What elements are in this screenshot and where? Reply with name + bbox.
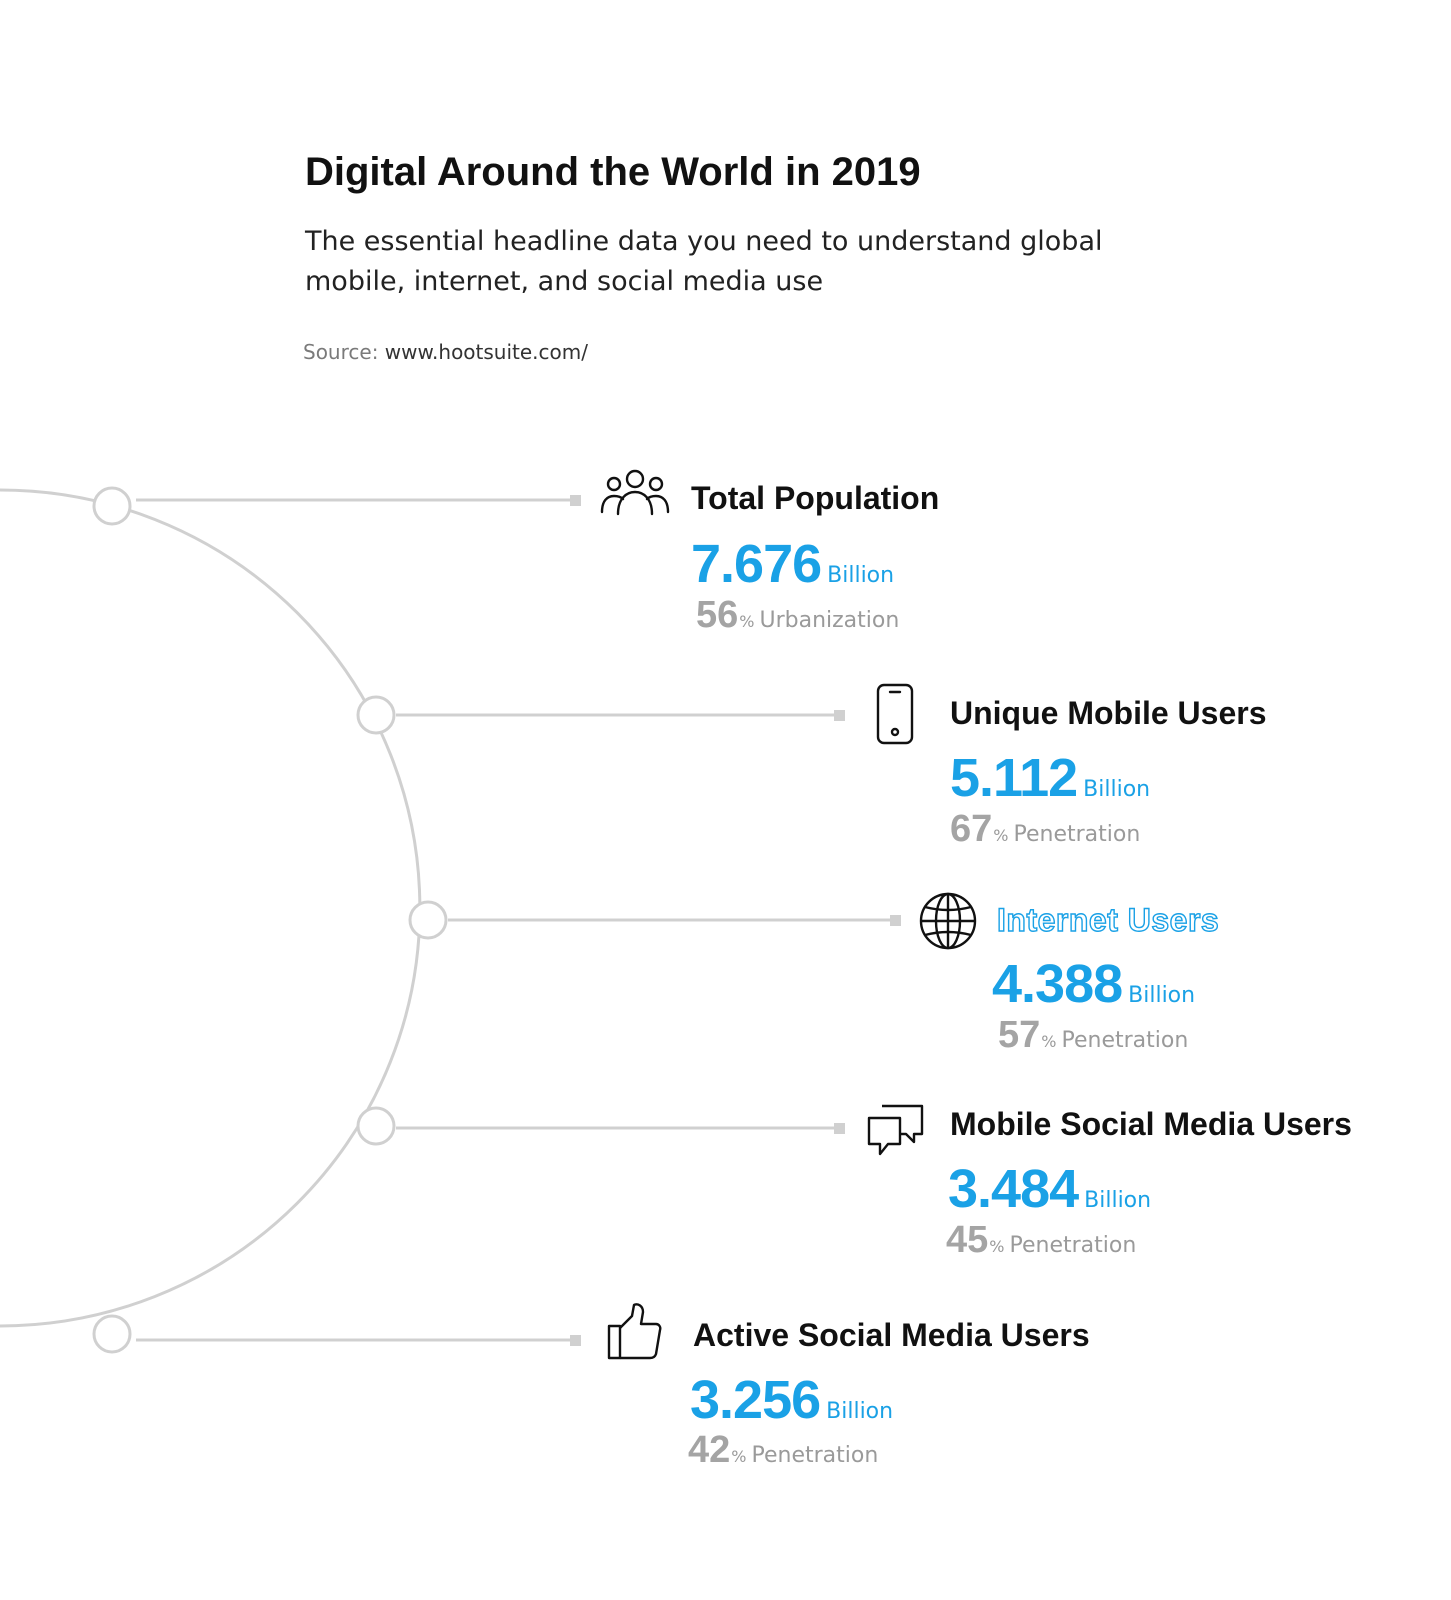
- percent-label: Penetration: [1061, 1028, 1189, 1053]
- main-value-mobile-social-media-users: 3.484 Billion: [948, 1162, 1151, 1216]
- source-link[interactable]: www.hootsuite.com/: [384, 340, 588, 364]
- percent-number: 67: [950, 808, 993, 850]
- sub-value-mobile-social-media-users: 45% Penetration: [946, 1221, 1136, 1259]
- percent-number: 42: [688, 1429, 731, 1471]
- chat-bubbles-icon: [867, 1104, 924, 1156]
- people-icon: [600, 469, 670, 516]
- page-title: Digital Around the World in 2019: [305, 150, 921, 194]
- percent-number: 57: [998, 1014, 1041, 1056]
- percent-symbol: %: [989, 1237, 1005, 1256]
- main-value-internet-users: 4.388 Billion: [992, 957, 1195, 1011]
- item-title-mobile-social-media-users: Mobile Social Media Users: [950, 1106, 1352, 1142]
- value-number: 5.112: [950, 748, 1078, 808]
- connector-1: [92, 486, 581, 526]
- source-line: Source: www.hootsuite.com/: [303, 340, 588, 364]
- thumbs-up-icon: [607, 1303, 662, 1360]
- connector-5: [92, 1314, 581, 1354]
- timeline-arc: [0, 488, 422, 1328]
- item-title-active-social-media-users: Active Social Media Users: [693, 1317, 1090, 1353]
- source-label: Source:: [303, 340, 379, 364]
- sub-value-active-social-media-users: 42% Penetration: [688, 1431, 878, 1469]
- percent-symbol: %: [993, 826, 1009, 845]
- sub-value-unique-mobile-users: 67% Penetration: [950, 810, 1140, 848]
- item-title-internet-users: Internet Users: [996, 901, 1220, 938]
- item-title-unique-mobile-users: Unique Mobile Users: [950, 695, 1267, 731]
- value-number: 4.388: [992, 954, 1123, 1014]
- globe-icon: [919, 892, 977, 950]
- page-subtitle: The essential headline data you need to …: [305, 226, 1103, 297]
- percent-symbol: %: [1041, 1032, 1057, 1051]
- main-value-active-social-media-users: 3.256 Billion: [690, 1373, 893, 1427]
- value-number: 7.676: [691, 534, 822, 594]
- percent-number: 56: [696, 594, 739, 636]
- value-unit: Billion: [826, 1399, 894, 1424]
- value-unit: Billion: [1083, 777, 1151, 802]
- value-number: 3.256: [690, 1370, 821, 1430]
- smartphone-icon: [876, 683, 914, 745]
- percent-symbol: %: [731, 1447, 747, 1466]
- item-title-total-population: Total Population: [691, 480, 940, 516]
- sub-value-internet-users: 57% Penetration: [998, 1016, 1188, 1054]
- percent-label: Penetration: [1009, 1233, 1137, 1258]
- value-unit: Billion: [827, 563, 895, 588]
- percent-symbol: %: [739, 612, 755, 631]
- connector-2: [356, 695, 845, 735]
- value-unit: Billion: [1084, 1188, 1152, 1213]
- connector-4: [356, 1106, 845, 1146]
- value-number: 3.484: [948, 1159, 1079, 1219]
- percent-number: 45: [946, 1219, 989, 1261]
- main-value-total-population: 7.676 Billion: [691, 537, 894, 591]
- main-value-unique-mobile-users: 5.112 Billion: [950, 751, 1150, 805]
- sub-value-total-population: 56% Urbanization: [696, 596, 899, 634]
- percent-label: Penetration: [1013, 822, 1141, 847]
- percent-label: Penetration: [751, 1443, 879, 1468]
- value-unit: Billion: [1128, 983, 1196, 1008]
- connector-3: [408, 900, 901, 940]
- percent-label: Urbanization: [759, 608, 900, 633]
